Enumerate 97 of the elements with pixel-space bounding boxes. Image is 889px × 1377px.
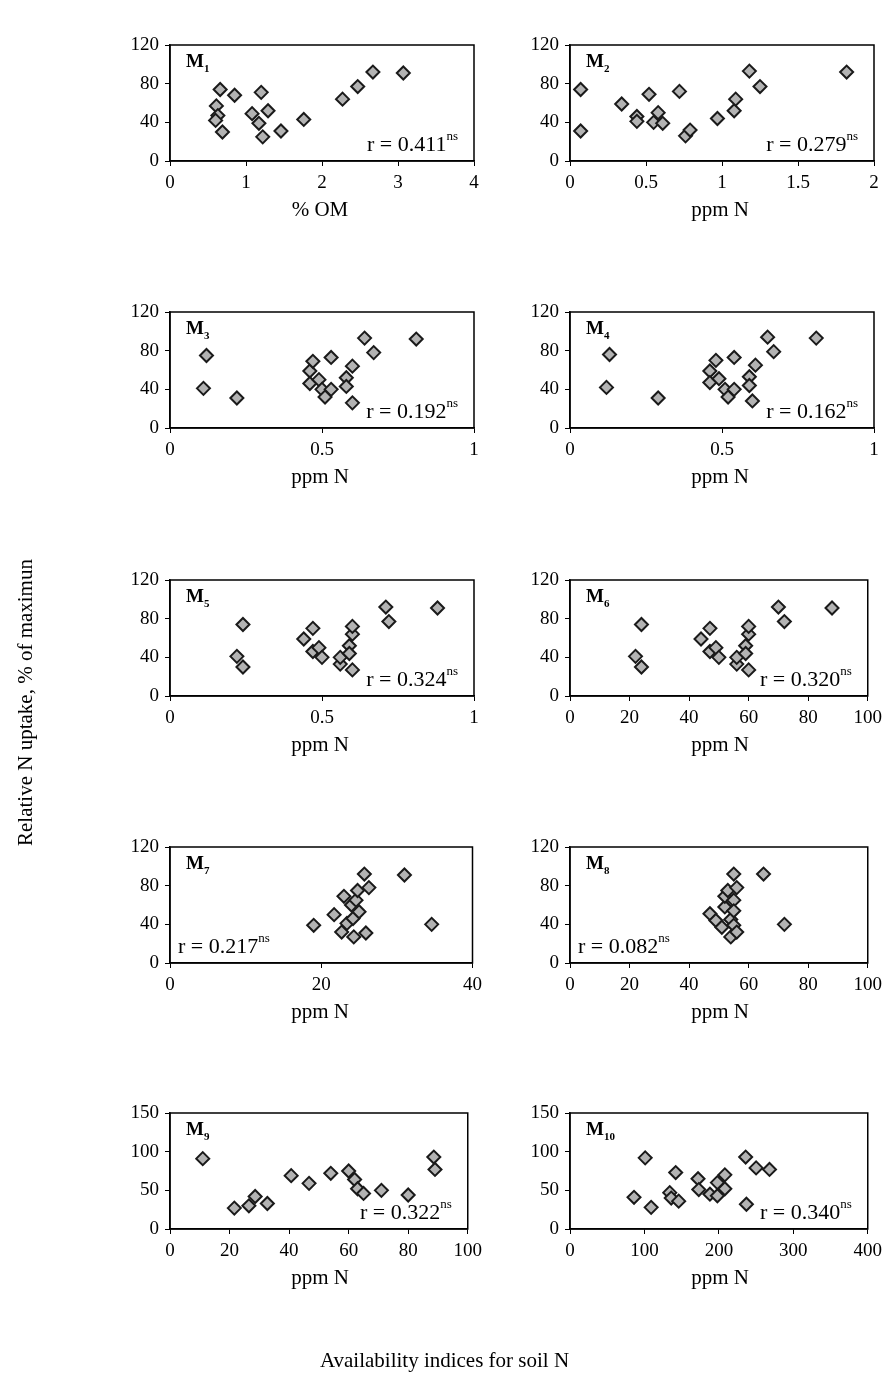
y-tick-label: 100 — [130, 1139, 159, 1161]
x-tick-label: 40 — [679, 706, 699, 728]
x-tick-label: 40 — [679, 973, 699, 995]
x-tick-label: 100 — [630, 1239, 659, 1261]
y-tick-label: 40 — [140, 645, 159, 667]
x-axis-title: ppm N — [690, 732, 750, 757]
x-axis-title: ppm N — [690, 197, 750, 222]
y-tick-label: 120 — [130, 32, 159, 54]
x-tick-label: 100 — [453, 1239, 482, 1261]
x-tick-label: 0.5 — [634, 171, 658, 193]
x-tick-label: 80 — [398, 1239, 418, 1261]
x-tick-label: 0 — [165, 973, 175, 995]
x-tick-label: 0.5 — [310, 438, 334, 460]
x-tick-label: 4 — [469, 171, 480, 193]
text: Availability indices for soil N — [318, 1348, 571, 1373]
x-tick-label: 20 — [220, 1239, 240, 1261]
x-tick-label: 0 — [565, 706, 575, 728]
x-tick-label: 0 — [165, 1239, 175, 1261]
y-tick-label: 40 — [140, 377, 159, 399]
y-tick-label: 0 — [149, 683, 159, 705]
x-tick-label: 0 — [165, 706, 175, 728]
y-tick-label: 0 — [549, 415, 559, 437]
x-tick-label: 0 — [565, 438, 575, 460]
y-tick-label: 40 — [540, 645, 559, 667]
x-axis-title: ppm N — [290, 1265, 350, 1290]
x-tick-label: 100 — [853, 706, 882, 728]
y-tick-label: 80 — [540, 873, 559, 895]
x-axis-title: ppm N — [290, 464, 350, 489]
y-tick-label: 40 — [540, 377, 559, 399]
y-tick-label: 150 — [130, 1100, 159, 1122]
y-tick-label: 0 — [549, 950, 559, 972]
y-tick-label: 40 — [140, 110, 159, 132]
x-axis-title: ppm N — [290, 732, 350, 757]
y-tick-label: 40 — [140, 912, 159, 934]
x-tick-label: 1 — [241, 171, 251, 193]
x-tick-label: 0 — [565, 973, 575, 995]
x-tick-label: 400 — [853, 1239, 882, 1261]
text: Relative N uptake, % of maximun — [12, 558, 38, 848]
y-tick-label: 0 — [549, 683, 559, 705]
x-axis-title: ppm N — [690, 999, 750, 1024]
y-tick-label: 80 — [540, 338, 559, 360]
x-tick-label: 20 — [620, 706, 640, 728]
x-tick-label: 3 — [393, 171, 403, 193]
x-tick-label: 60 — [739, 706, 759, 728]
x-axis-title: ppm N — [690, 1265, 750, 1290]
y-tick-label: 40 — [540, 912, 559, 934]
y-tick-label: 0 — [149, 415, 159, 437]
y-tick-label: 120 — [130, 567, 159, 589]
x-tick-label: 200 — [704, 1239, 734, 1261]
x-tick-label: 80 — [798, 706, 818, 728]
y-tick-label: 120 — [530, 299, 559, 321]
y-tick-label: 100 — [530, 1139, 559, 1161]
x-tick-label: 80 — [798, 973, 818, 995]
x-tick-label: 1 — [717, 171, 727, 193]
y-tick-label: 0 — [549, 1216, 559, 1238]
y-tick-label: 120 — [530, 32, 559, 54]
y-tick-label: 120 — [530, 834, 559, 856]
x-tick-label: 0.5 — [710, 438, 734, 460]
x-tick-label: 100 — [853, 973, 882, 995]
y-tick-label: 150 — [530, 1100, 559, 1122]
x-tick-label: 1 — [869, 438, 879, 460]
x-tick-label: 60 — [739, 973, 759, 995]
x-tick-label: 0 — [165, 171, 175, 193]
y-tick-label: 0 — [149, 1216, 159, 1238]
x-tick-label: 1 — [469, 438, 479, 460]
y-tick-label: 80 — [540, 606, 559, 628]
y-tick-label: 50 — [540, 1178, 559, 1200]
x-tick-label: 0.5 — [310, 706, 334, 728]
y-tick-label: 120 — [530, 567, 559, 589]
x-tick-label: 20 — [311, 973, 331, 995]
y-tick-label: 0 — [549, 148, 559, 170]
x-axis-title: ppm N — [690, 464, 750, 489]
y-tick-label: 0 — [149, 950, 159, 972]
y-tick-label: 80 — [140, 873, 159, 895]
y-tick-label: 50 — [140, 1178, 159, 1200]
x-tick-label: 1.5 — [786, 171, 810, 193]
y-tick-label: 80 — [140, 338, 159, 360]
x-axis-title: ppm N — [290, 999, 350, 1024]
x-tick-label: 40 — [463, 973, 482, 995]
y-tick-label: 120 — [130, 299, 159, 321]
x-tick-label: 0 — [165, 438, 175, 460]
x-tick-label: 300 — [779, 1239, 808, 1261]
x-tick-label: 2 — [869, 171, 879, 193]
y-tick-label: 80 — [140, 606, 159, 628]
x-axis-title: % OM — [290, 197, 350, 222]
y-tick-label: 120 — [130, 834, 159, 856]
y-tick-label: 0 — [149, 148, 159, 170]
y-tick-label: 80 — [540, 71, 559, 93]
x-tick-label: 0 — [565, 171, 575, 193]
y-tick-label: 40 — [540, 110, 559, 132]
x-tick-label: 2 — [317, 171, 327, 193]
y-tick-label: 80 — [140, 71, 159, 93]
x-tick-label: 1 — [469, 706, 479, 728]
x-tick-label: 0 — [565, 1239, 575, 1261]
x-tick-label: 20 — [620, 973, 640, 995]
x-tick-label: 60 — [339, 1239, 359, 1261]
x-tick-label: 40 — [279, 1239, 299, 1261]
